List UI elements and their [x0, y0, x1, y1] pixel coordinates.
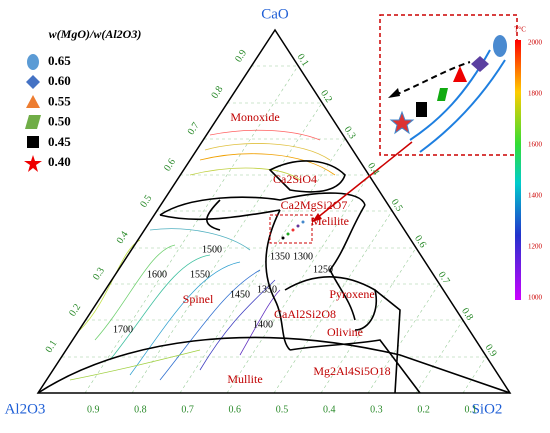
tick-label: 0.7	[436, 270, 452, 286]
colorbar-tick: 1000	[528, 294, 543, 302]
tick-label: 0.9	[483, 342, 499, 358]
inset	[388, 35, 507, 153]
tick-label: 0.1	[44, 338, 60, 354]
legend-entry: 0.40	[48, 154, 71, 169]
tick-label: 0.7	[186, 121, 202, 137]
tick-label: 0.6	[412, 233, 428, 249]
tick-label: 0.3	[370, 404, 383, 415]
phase-label: Monoxide	[230, 110, 279, 124]
phase-label: Olivine	[327, 325, 363, 339]
arrowhead	[312, 213, 322, 222]
phase-label: Melilite	[311, 214, 349, 228]
tick-label: 0.3	[342, 125, 358, 141]
tick-label: 0.7	[181, 404, 194, 415]
tick-label: 0.1	[295, 52, 311, 68]
colorbar	[515, 40, 521, 300]
phase-label: Ca2SiO4	[273, 172, 317, 186]
tick-label: 0.6	[229, 404, 242, 415]
isotherm-label: 1250	[313, 264, 333, 275]
isotherm-label: 1350	[257, 284, 277, 295]
phase-label: Mullite	[227, 372, 262, 386]
corner-label: Al2O3	[5, 401, 46, 417]
tick-label: 0.4	[323, 404, 336, 415]
isotherm-label: 1400	[253, 319, 273, 330]
isotherm-label: 1700	[113, 324, 133, 335]
tick-label: 0.2	[318, 88, 334, 104]
tick-label: 0.5	[138, 193, 154, 209]
isotherm-label: 1550	[190, 269, 210, 280]
isotherm-contours	[69, 129, 336, 381]
colorbar-tick: 1200	[528, 243, 543, 251]
isotherm-label: 1300	[293, 251, 313, 262]
inset-box	[379, 14, 518, 156]
legend-entry: 0.55	[48, 93, 71, 108]
tick-label: 0.6	[162, 157, 178, 173]
legend-entry: 0.60	[48, 73, 71, 88]
phase-label: Mg2Al4Si5O18	[313, 364, 390, 378]
legend-entry: 0.50	[48, 114, 71, 129]
zoom-arrow	[311, 141, 413, 223]
tick-label: 0.2	[417, 404, 430, 415]
zoom-box	[269, 214, 313, 244]
isotherm-label: 1350	[270, 251, 290, 262]
legend-entry: 0.65	[48, 53, 71, 68]
legend-title: w(MgO)/w(Al2O3)	[49, 27, 142, 41]
tick-label: 0.8	[459, 306, 475, 322]
phase-label: CaAl2Si2O8	[274, 307, 336, 321]
tick-label: 0.8	[209, 84, 225, 100]
isotherm-label: 1600	[147, 269, 167, 280]
tick-label: 0.9	[87, 404, 100, 415]
legend-markers	[24, 54, 42, 172]
phase-label: Ca2MgSi2O7	[281, 198, 348, 212]
tick-label: 0.2	[67, 302, 83, 318]
data-points	[281, 220, 305, 240]
grid	[62, 65, 487, 394]
tick-label: 0.3	[91, 266, 107, 282]
phase-label: Spinel	[183, 292, 214, 306]
tick-label: 0.8	[134, 404, 147, 415]
colorbar-title: T°C	[514, 26, 526, 34]
isotherm-label: 1450	[230, 289, 250, 300]
colorbar-tick: 2000	[528, 39, 543, 47]
tick-label: 0.1	[465, 404, 478, 415]
corner-label: SiO2	[472, 401, 503, 417]
colorbar-tick: 1600	[528, 141, 543, 149]
corner-label: CaO	[261, 6, 289, 22]
legend-entry: 0.45	[48, 134, 71, 149]
phase-boundaries	[37, 160, 511, 394]
phase-label: Pyroxene	[329, 287, 374, 301]
tick-label: 0.9	[233, 48, 249, 64]
colorbar-tick: 1800	[528, 90, 543, 98]
triangle-frame	[36, 28, 512, 394]
tick-label: 0.5	[276, 404, 289, 415]
tick-label: 0.4	[115, 229, 131, 245]
isotherm-label: 1500	[202, 244, 222, 255]
colorbar-tick: 1400	[528, 192, 543, 200]
